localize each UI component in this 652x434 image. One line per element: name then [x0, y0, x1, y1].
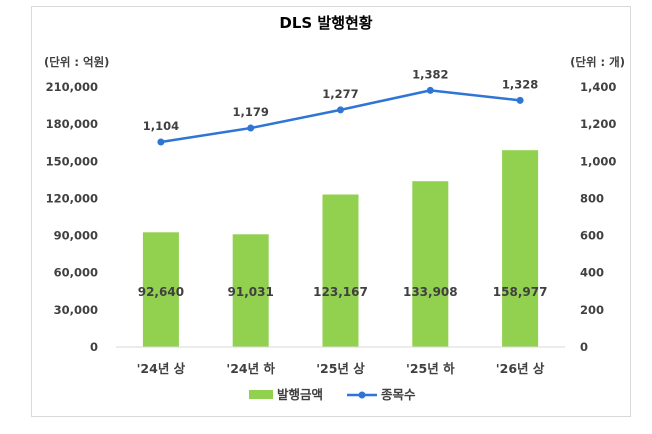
- bar-data-label: 92,640: [138, 285, 184, 299]
- right-tick-label: 1,400: [580, 80, 616, 94]
- category-label: '25년 상: [316, 361, 365, 376]
- category-label: '26년 상: [496, 361, 545, 376]
- line-data-label: 1,328: [502, 77, 538, 91]
- bar-data-label: 133,908: [403, 285, 458, 299]
- left-tick-label: 120,000: [46, 191, 98, 205]
- category-label: '24년 하: [226, 361, 275, 376]
- bar: [502, 150, 539, 347]
- line-point: [157, 138, 165, 146]
- right-tick-label: 400: [580, 266, 604, 280]
- category-label: '25년 하: [406, 361, 455, 376]
- line-data-label: 1,277: [322, 87, 358, 101]
- right-axis: 0 200 400 600 800 1,000 1,200 1,400: [580, 80, 616, 354]
- right-tick-label: 200: [580, 303, 604, 317]
- bar-data-label: 91,031: [228, 285, 274, 299]
- right-tick-label: 0: [580, 340, 588, 354]
- x-axis: '24년 상 '24년 하 '25년 상 '25년 하 '26년 상: [137, 361, 545, 376]
- legend-swatch-marker: [358, 391, 366, 399]
- right-tick-label: 1,200: [580, 117, 616, 131]
- line-data-label: 1,104: [143, 119, 179, 133]
- left-tick-label: 210,000: [46, 80, 98, 94]
- right-axis-unit: (단위 : 개): [570, 55, 625, 69]
- legend-label-line: 종목수: [381, 387, 416, 402]
- left-axis: 0 30,000 60,000 90,000 120,000 150,000 180,000…: [46, 80, 98, 354]
- legend-swatch-bar: [249, 390, 273, 399]
- left-tick-label: 30,000: [54, 303, 98, 317]
- line-point: [337, 106, 344, 114]
- right-tick-label: 600: [580, 229, 604, 243]
- left-tick-label: 90,000: [54, 229, 98, 243]
- chart-frame: [31, 6, 631, 417]
- bar: [322, 194, 359, 347]
- bar-data-label: 123,167: [313, 285, 368, 299]
- line-point: [247, 124, 255, 132]
- line-data-label: 1,179: [233, 105, 269, 119]
- bar-series: 92,640 91,031 123,167 133,908 158,977: [138, 150, 548, 347]
- right-tick-label: 1,000: [580, 154, 616, 168]
- left-tick-label: 180,000: [46, 117, 98, 131]
- legend-label-bar: 발행금액: [277, 387, 323, 402]
- left-tick-label: 150,000: [46, 154, 98, 168]
- bar-data-label: 158,977: [493, 285, 548, 299]
- bar: [412, 181, 449, 347]
- category-label: '24년 상: [137, 361, 186, 376]
- chart-title: DLS 발행현황: [279, 14, 372, 32]
- line-data-label: 1,382: [412, 67, 448, 81]
- legend: 발행금액 종목수: [249, 387, 416, 402]
- left-tick-label: 60,000: [54, 266, 98, 280]
- right-tick-label: 800: [580, 191, 604, 205]
- line-point: [426, 86, 434, 94]
- line-series: 1,104 1,179 1,277 1,382 1,328: [143, 67, 538, 146]
- bar: [142, 232, 179, 347]
- bar: [232, 234, 269, 347]
- left-tick-label: 0: [90, 340, 98, 354]
- left-axis-unit: (단위 : 억원): [44, 55, 109, 69]
- line-point: [516, 96, 524, 104]
